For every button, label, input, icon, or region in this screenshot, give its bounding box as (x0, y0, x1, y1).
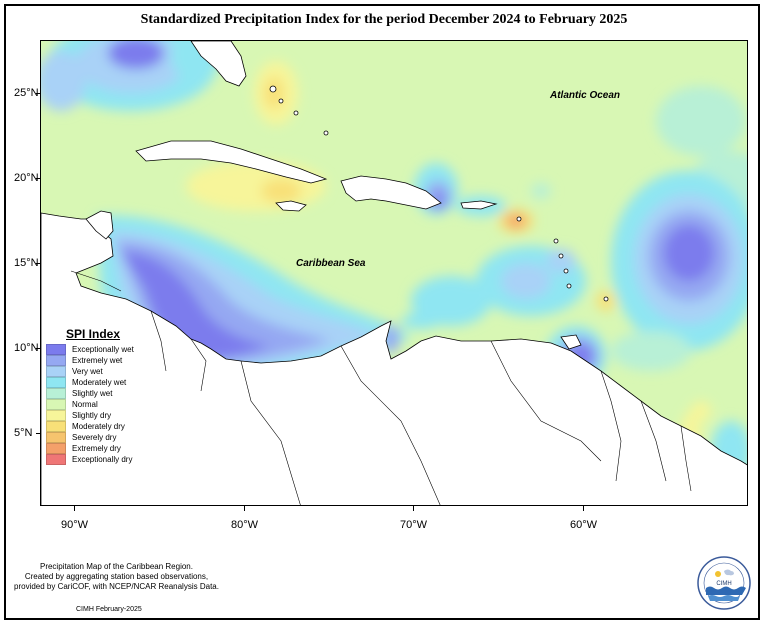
lat-tick (36, 263, 40, 264)
lon-tick (244, 506, 245, 511)
legend-label: Moderately dry (72, 422, 125, 431)
legend-swatch (46, 432, 66, 443)
caribbean-sea-label: Caribbean Sea (296, 258, 366, 269)
legend-swatch (46, 399, 66, 410)
island (566, 283, 572, 289)
legend-swatch (46, 355, 66, 366)
puerto-rico (460, 200, 498, 210)
island (323, 130, 329, 136)
island (293, 110, 299, 116)
lat-label-20n: 20°N (14, 172, 39, 184)
legend-label: Extremely dry (72, 444, 121, 453)
footer-line: Created by aggregating station based obs… (24, 572, 209, 581)
legend-swatch (46, 366, 66, 377)
lon-tick (583, 506, 584, 511)
figure-frame (4, 4, 760, 620)
atlantic-ocean-label: Atlantic Ocean (550, 90, 621, 101)
lat-tick (36, 348, 40, 349)
lat-label-25n: 25°N (14, 87, 39, 99)
footer-line: provided by CariCOF, with NCEP/NCAR Rean… (14, 582, 219, 591)
legend-item: Exceptionally wet (46, 344, 134, 355)
legend-item: Normal (46, 399, 134, 410)
lon-tick (74, 506, 75, 511)
footer-text: Precipitation Map of the Caribbean Regio… (14, 562, 219, 592)
cuba (135, 140, 328, 184)
logo-text: CIMH (716, 581, 731, 587)
legend-label: Exceptionally dry (72, 455, 133, 464)
lat-tick (36, 178, 40, 179)
legend-label: Slightly dry (72, 411, 112, 420)
legend-rows: Exceptionally wet Extremely wet Very wet Mo… (46, 344, 134, 465)
legend-label: Extremely wet (72, 356, 123, 365)
legend-swatch (46, 388, 66, 399)
cimh-logo-icon: CIMH (697, 556, 751, 610)
lat-tick (36, 433, 40, 434)
legend-item: Severely dry (46, 432, 134, 443)
lon-label-90w: 90°W (61, 519, 89, 531)
legend-item: Very wet (46, 366, 134, 377)
jamaica (275, 200, 307, 212)
legend-item: Exceptionally dry (46, 454, 134, 465)
yucatan (85, 210, 114, 240)
legend-swatch (46, 454, 66, 465)
legend-swatch (46, 344, 66, 355)
footer-line: Precipitation Map of the Caribbean Regio… (39, 562, 193, 571)
central-america (41, 212, 747, 505)
landmasses (41, 41, 747, 505)
lat-label-15n: 15°N (14, 257, 39, 269)
lat-label-5n: 5°N (14, 427, 33, 439)
legend-label: Moderately wet (72, 378, 127, 387)
spi-map (41, 41, 747, 505)
lon-label-80w: 80°W (231, 519, 259, 531)
island (558, 253, 564, 259)
legend-item: Extremely dry (46, 443, 134, 454)
legend-title: SPI Index (66, 327, 121, 341)
legend-item: Moderately dry (46, 421, 134, 432)
legend-swatch (46, 443, 66, 454)
island (516, 216, 522, 222)
island (563, 268, 569, 274)
legend-item: Moderately wet (46, 377, 134, 388)
footer-date: CIMH February-2025 (76, 606, 142, 613)
legend-swatch (46, 421, 66, 432)
country-borders (70, 270, 692, 505)
legend-item: Slightly wet (46, 388, 134, 399)
cimh-logo: CIMH (696, 555, 752, 611)
legend-item: Slightly dry (46, 410, 134, 421)
map-title: Standardized Precipitation Index for the… (140, 12, 628, 27)
island (603, 296, 609, 302)
island (553, 238, 559, 244)
trinidad (560, 334, 582, 350)
legend-label: Slightly wet (72, 389, 113, 398)
map-area (40, 40, 748, 506)
legend-item: Extremely wet (46, 355, 134, 366)
legend-label: Exceptionally wet (72, 345, 134, 354)
island (278, 98, 284, 104)
legend-label: Normal (72, 400, 98, 409)
spi-legend: SPI Index Exceptionally wet Extremely wet… (46, 327, 134, 465)
florida (190, 41, 247, 87)
lon-label-70w: 70°W (400, 519, 428, 531)
legend-label: Severely dry (72, 433, 117, 442)
island (269, 85, 277, 93)
lon-tick (413, 506, 414, 511)
legend-swatch (46, 377, 66, 388)
lat-tick (36, 93, 40, 94)
hispaniola (340, 175, 442, 210)
legend-swatch (46, 410, 66, 421)
lon-label-60w: 60°W (570, 519, 598, 531)
legend-label: Very wet (72, 367, 103, 376)
lat-label-10n: 10°N (14, 342, 39, 354)
